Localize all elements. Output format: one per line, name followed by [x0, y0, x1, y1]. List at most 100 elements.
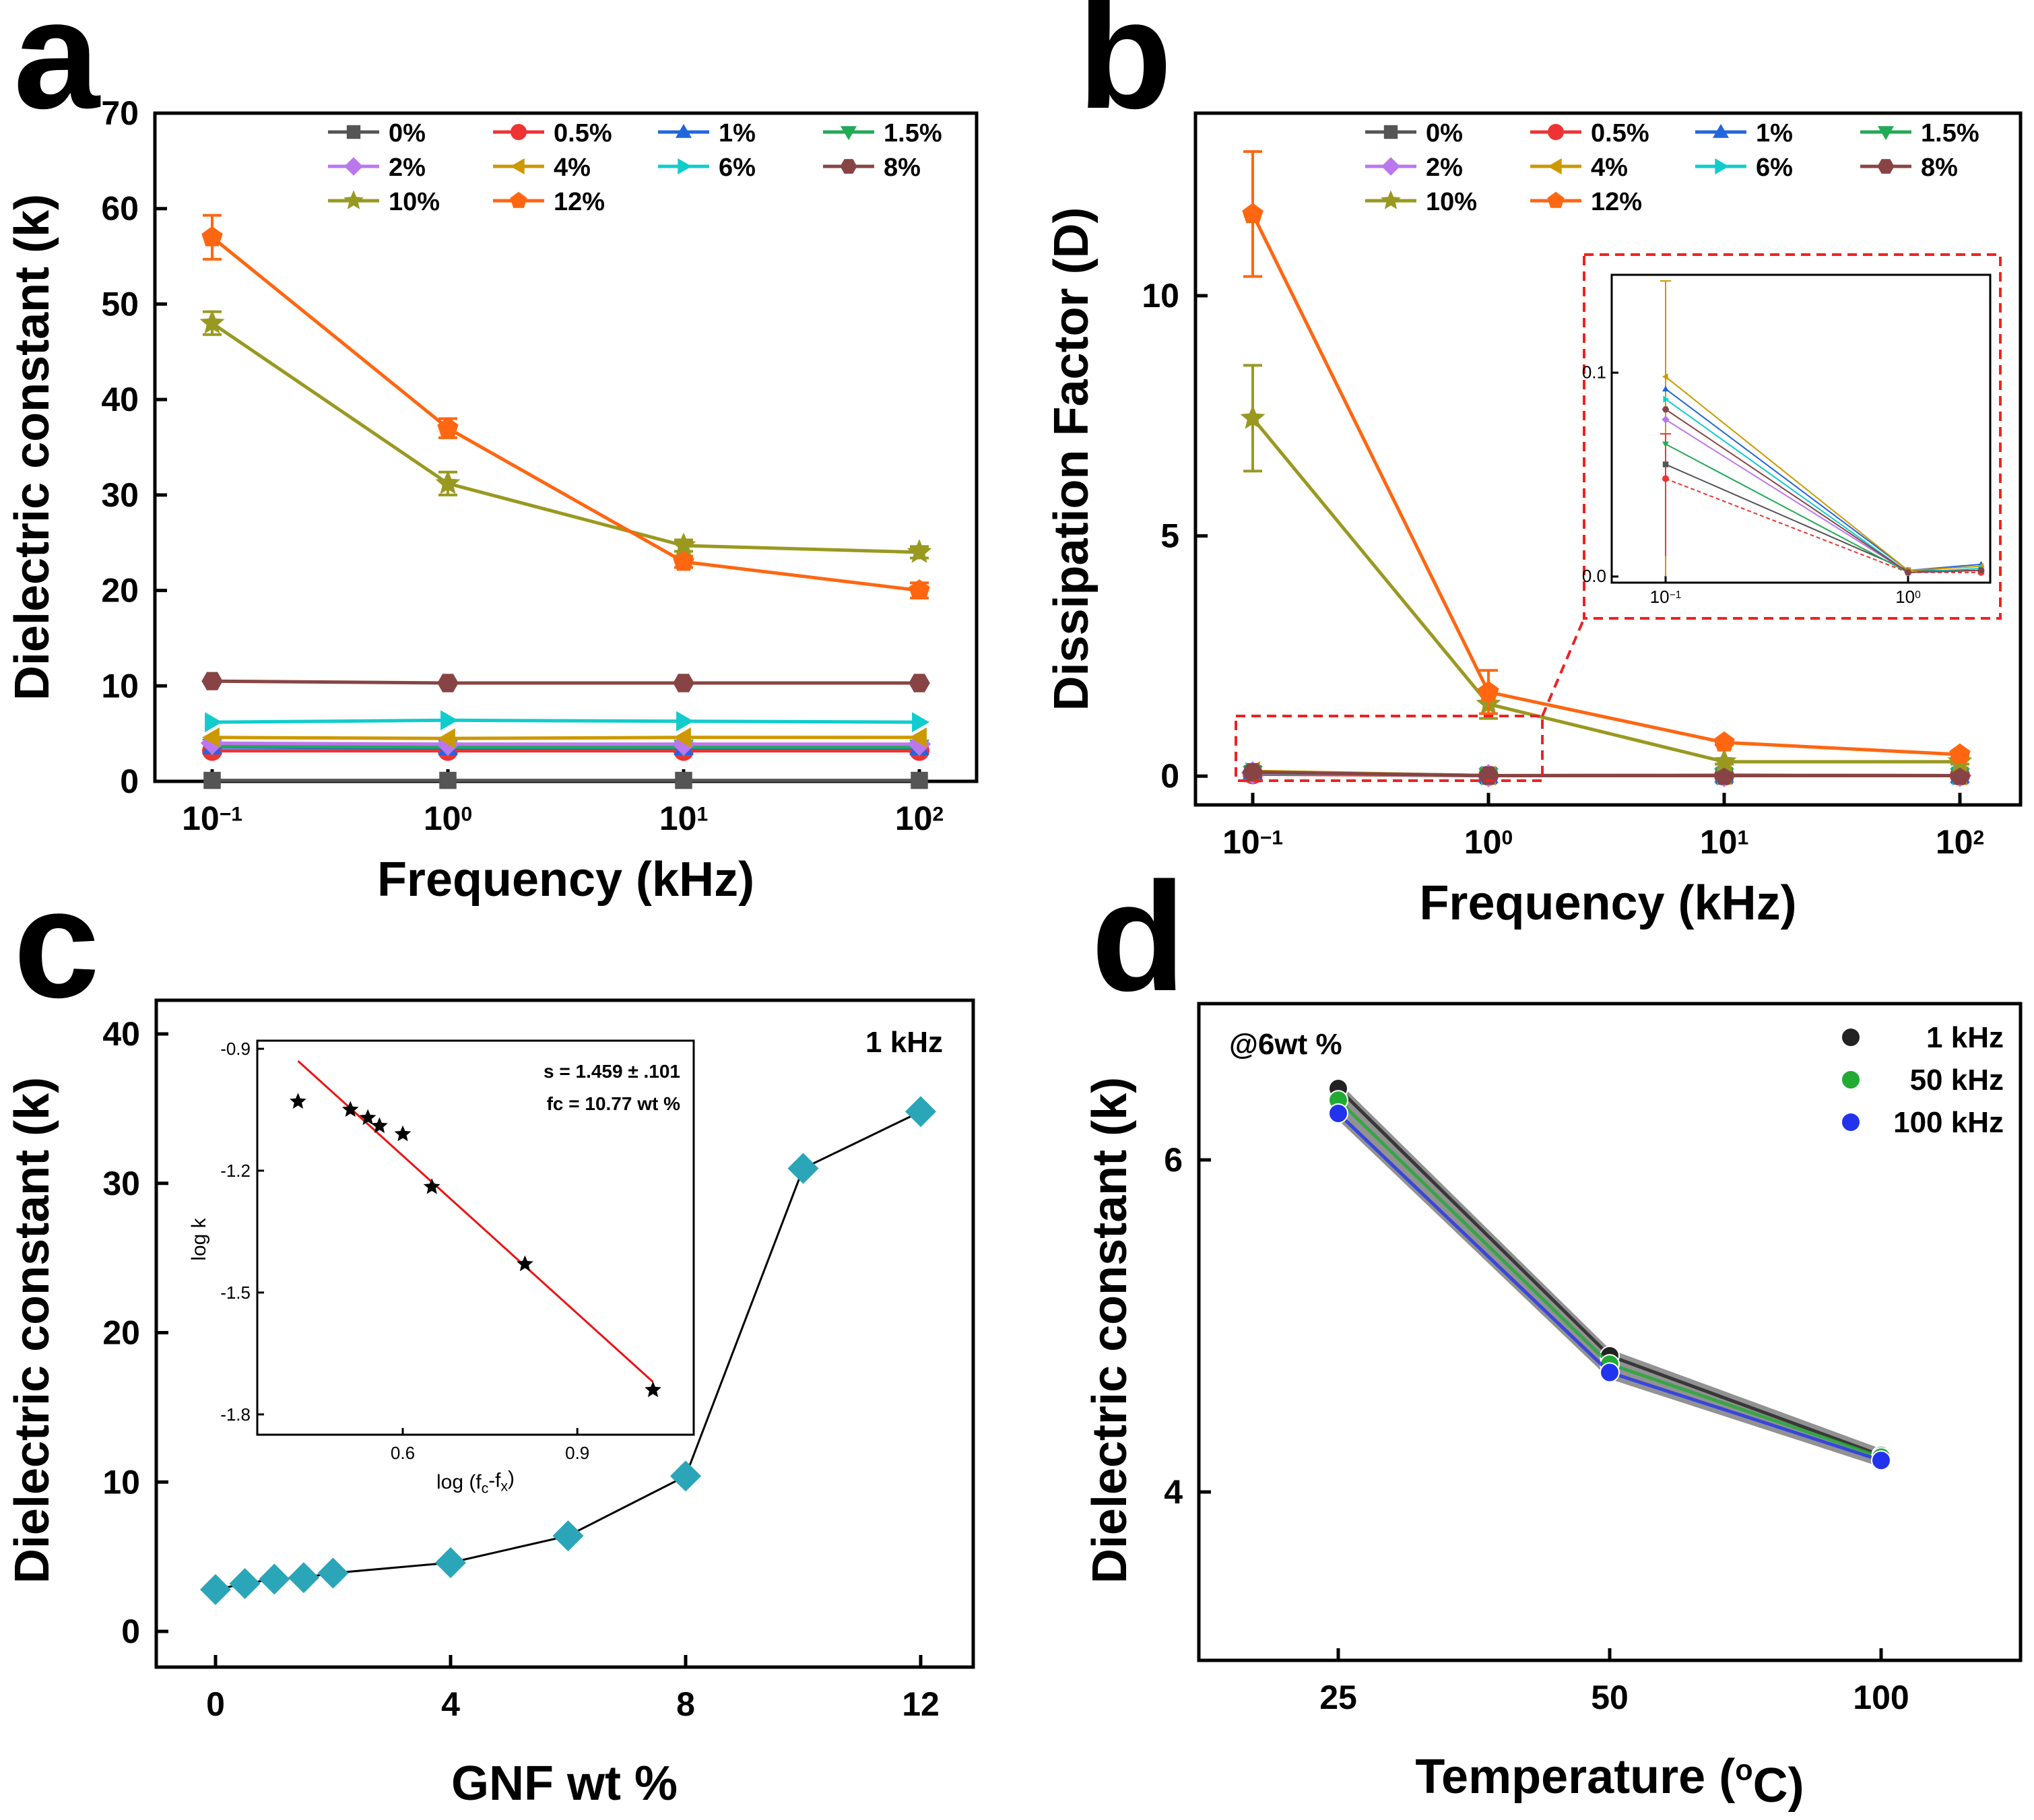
legend-marker: [1548, 124, 1564, 140]
inset-data-point: [1904, 569, 1912, 576]
legend-item: 6%: [658, 154, 756, 182]
x-title-superscript: o: [1735, 1755, 1752, 1787]
inset-data-point: [1662, 461, 1669, 467]
data-point: [1600, 1362, 1620, 1383]
legend-label: 1%: [719, 119, 756, 148]
x-tick-label-base: 10: [895, 800, 933, 837]
x-tick-label-base: 10: [424, 800, 461, 837]
inset-data-point: [371, 1117, 388, 1134]
zoom-connector-line: [1541, 618, 1585, 717]
series-line: [1337, 1099, 1882, 1459]
y-tick-label: 6: [1164, 1141, 1183, 1179]
legend-item: 2%: [328, 154, 426, 182]
data-point: [1871, 1450, 1891, 1471]
legend-marker: [1877, 159, 1895, 174]
x-tick-label-exponent: 1: [696, 804, 708, 826]
legend-marker: [343, 190, 364, 209]
legend-label: 0%: [389, 119, 426, 148]
x-tick-label: 10−1: [182, 800, 242, 837]
series-line: [211, 321, 920, 554]
legend-item: 1.5%: [1860, 119, 1979, 148]
inset-x-tick-label-exponent: −1: [1670, 589, 1682, 601]
series-1-kHz: [1328, 1078, 1891, 1466]
y-tick-label: 4: [1164, 1473, 1183, 1511]
data-point: [676, 711, 694, 732]
x-tick-label-exponent: 0: [1501, 827, 1513, 849]
data-point: [1242, 762, 1264, 782]
series-line: [1337, 1087, 1882, 1458]
series-8pct: [201, 672, 930, 692]
series-line: [215, 1110, 921, 1591]
legend-marker: [1383, 125, 1398, 139]
data-point: [201, 226, 223, 247]
inset-data-point: [359, 1109, 376, 1126]
inset-data-point: [645, 1381, 661, 1398]
legend-label: 8%: [884, 154, 921, 182]
y-tick-label: 60: [101, 190, 139, 228]
inset-frame: [1610, 273, 1992, 584]
inset-y-tick-label: -0.9: [220, 1039, 251, 1059]
data-point: [673, 674, 694, 692]
inset-outer-dashed-box: [1583, 253, 2002, 620]
x-tick-label: 50: [1591, 1679, 1629, 1716]
data-point: [1478, 680, 1499, 701]
series-6pct: [205, 710, 929, 733]
data-point: [909, 727, 927, 748]
data-point: [229, 1568, 261, 1599]
series-10pct: [199, 310, 932, 563]
x-axis-title: Frequency (kHz): [377, 853, 754, 907]
legend-label: 50 kHz: [1910, 1064, 2004, 1097]
inset-data-point: [1662, 441, 1669, 448]
legend-item: 4%: [493, 154, 591, 182]
data-point: [1949, 766, 1971, 785]
inset-x-title-part: log (f: [436, 1471, 482, 1493]
inset-data-point: [290, 1093, 306, 1109]
legend-marker: [1381, 190, 1401, 209]
y-tick-label: 30: [102, 1165, 140, 1202]
panel-d-dielectric-vs-temperature: 25 50 100 4 6 Temperature (oC) Dielectric cons…: [1083, 1002, 2023, 1813]
y-tick-label: 10: [101, 667, 139, 705]
series-8pct: [1242, 762, 1971, 785]
inset-x-title-sub: c: [482, 1481, 489, 1496]
legend-item: 1 kHz: [1841, 1021, 2004, 1054]
legend-label: 8%: [1921, 154, 1958, 182]
inset-y-tick-label: 0.1: [1582, 362, 1606, 382]
legend-item: 100 kHz: [1841, 1106, 2004, 1139]
legend-label: 2%: [1426, 154, 1463, 182]
x-tick-label: 100: [424, 800, 472, 837]
legend-label: 10%: [1426, 188, 1477, 216]
plot-frame: [1193, 111, 2023, 807]
data-point: [437, 674, 459, 692]
inset-data-point: [341, 1101, 359, 1117]
y-tick-label: 10: [1142, 277, 1179, 315]
series-10pct: [1240, 364, 1973, 773]
y-axis-title: Dielectric constant (k): [5, 194, 59, 701]
y-tick-label: 10: [102, 1463, 140, 1501]
data-point: [259, 1563, 290, 1595]
legend-marker: [511, 124, 527, 140]
x-tick-label: 25: [1319, 1679, 1357, 1716]
data-point: [200, 1573, 231, 1605]
x-tick-label-exponent: 0: [461, 804, 472, 826]
legend-label: 12%: [554, 188, 605, 216]
panel-letter-a: a: [13, 0, 101, 141]
data-point: [437, 417, 459, 437]
x-tick-label: 102: [1936, 823, 1984, 861]
loading-annotation: @6wt %: [1229, 1028, 1342, 1061]
inset-x-title-part: ): [508, 1468, 515, 1490]
legend-marker: [1548, 158, 1562, 174]
data-point: [439, 771, 457, 789]
legend-marker: [1381, 157, 1400, 176]
x-tick-label-base: 10: [659, 800, 697, 837]
data-point: [552, 1520, 584, 1552]
legend-item: 50 kHz: [1841, 1064, 2004, 1097]
legend-marker: [510, 191, 527, 208]
y-axis-title: Dielectric constant (k): [1083, 1077, 1137, 1584]
legend: 0% 0.5% 1% 1.5% 2% 4% 6% 8% 10% 12%: [1365, 119, 1979, 216]
legend-item: 8%: [1860, 154, 1958, 182]
series-100-kHz: [1328, 1103, 1891, 1471]
y-tick-label: 30: [101, 476, 139, 514]
data-point: [673, 550, 694, 571]
inset-x-tick-label: 0.6: [391, 1443, 415, 1463]
x-tick-label-exponent: 2: [1973, 827, 1984, 849]
